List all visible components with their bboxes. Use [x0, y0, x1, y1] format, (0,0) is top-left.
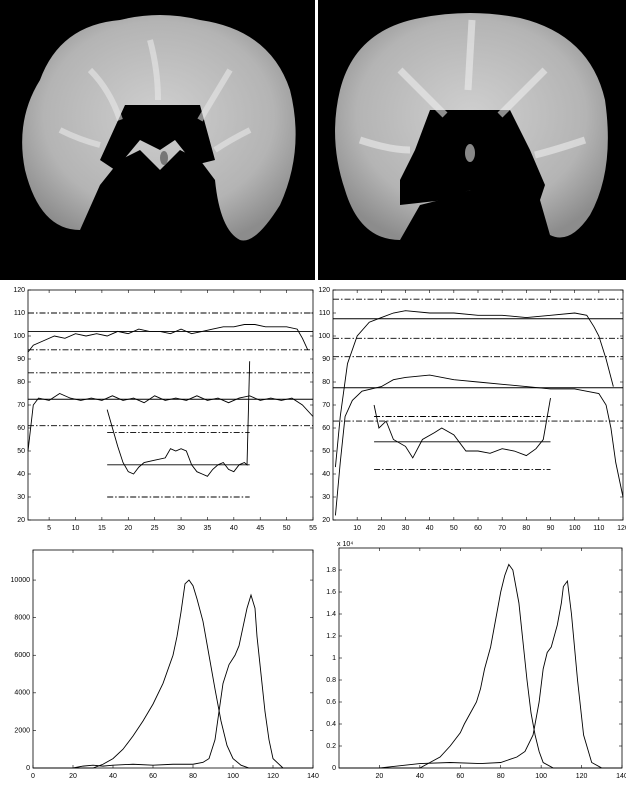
- x-tick-label: 90: [547, 525, 555, 532]
- y-tick-label: 80: [322, 379, 330, 386]
- y-tick-label: 30: [322, 494, 330, 501]
- x-tick-label: 15: [98, 525, 106, 532]
- y-tick-label: 40: [322, 471, 330, 478]
- x-tick-label: 40: [109, 773, 117, 780]
- plot-frame: [338, 547, 623, 769]
- x-tick-label: 20: [377, 525, 385, 532]
- plot-frame: [27, 289, 314, 521]
- series-line: [27, 324, 309, 353]
- x-tick-label: 60: [456, 773, 464, 780]
- series-line: [106, 361, 251, 477]
- y-tick-label: 0.8: [326, 677, 336, 684]
- y-tick-label: 0.6: [326, 699, 336, 706]
- series-line: [373, 398, 551, 459]
- y-multiplier: x 10⁴: [337, 541, 353, 548]
- y-tick-label: 120: [318, 287, 330, 294]
- series-line: [334, 374, 624, 516]
- y-tick-label: 100: [318, 333, 330, 340]
- series-line: [339, 563, 622, 769]
- y-tick-label: 90: [17, 356, 25, 363]
- x-tick-label: 5: [47, 525, 51, 532]
- x-tick-label: 40: [230, 525, 238, 532]
- x-tick-label: 0: [31, 773, 35, 780]
- x-tick-label: 80: [522, 525, 530, 532]
- x-tick-label: 120: [617, 525, 626, 532]
- y-tick-label: 10000: [11, 577, 31, 584]
- x-tick-label: 70: [498, 525, 506, 532]
- y-tick-label: 100: [13, 333, 25, 340]
- y-tick-label: 0: [26, 765, 30, 772]
- x-tick-label: 20: [376, 773, 384, 780]
- y-tick-label: 30: [17, 494, 25, 501]
- x-tick-label: 100: [535, 773, 547, 780]
- y-tick-label: 60: [17, 425, 25, 432]
- x-tick-label: 55: [309, 525, 317, 532]
- y-tick-label: 110: [14, 310, 25, 317]
- series-line: [339, 579, 622, 769]
- y-tick-label: 120: [13, 287, 25, 294]
- mri-right: [318, 0, 626, 280]
- x-tick-label: 50: [450, 525, 458, 532]
- plot-frame: [32, 549, 314, 769]
- x-tick-label: 100: [569, 525, 581, 532]
- y-tick-label: 20: [17, 517, 25, 524]
- x-tick-label: 60: [149, 773, 157, 780]
- y-tick-label: 1: [332, 655, 336, 662]
- series-line: [334, 310, 614, 468]
- y-tick-label: 1.4: [326, 611, 336, 618]
- x-tick-label: 25: [151, 525, 159, 532]
- x-tick-label: 20: [124, 525, 132, 532]
- y-tick-label: 0.2: [326, 743, 336, 750]
- y-tick-label: 8000: [14, 614, 30, 621]
- x-tick-label: 100: [227, 773, 239, 780]
- y-tick-label: 1.8: [326, 567, 336, 574]
- x-tick-label: 45: [256, 525, 264, 532]
- series-line: [33, 593, 313, 769]
- y-tick-label: 1.6: [326, 589, 336, 596]
- y-tick-label: 1.2: [326, 633, 336, 640]
- y-tick-label: 110: [319, 310, 330, 317]
- x-tick-label: 35: [204, 525, 212, 532]
- y-tick-label: 60: [322, 425, 330, 432]
- y-tick-label: 70: [322, 402, 330, 409]
- x-tick-label: 120: [576, 773, 588, 780]
- y-tick-label: 4000: [14, 690, 30, 697]
- series-line: [33, 579, 313, 769]
- y-tick-label: 2000: [14, 727, 30, 734]
- x-tick-label: 10: [353, 525, 361, 532]
- x-tick-label: 80: [497, 773, 505, 780]
- y-tick-label: 70: [17, 402, 25, 409]
- mri-left: [0, 0, 315, 280]
- x-tick-label: 140: [307, 773, 319, 780]
- x-tick-label: 50: [283, 525, 291, 532]
- y-tick-label: 90: [322, 356, 330, 363]
- x-tick-label: 10: [72, 525, 80, 532]
- x-tick-label: 30: [402, 525, 410, 532]
- x-tick-label: 120: [267, 773, 279, 780]
- y-tick-label: 20: [322, 517, 330, 524]
- x-tick-label: 30: [177, 525, 185, 532]
- x-tick-label: 20: [69, 773, 77, 780]
- y-tick-label: 0.4: [326, 721, 336, 728]
- x-tick-label: 40: [416, 773, 424, 780]
- x-tick-label: 60: [474, 525, 482, 532]
- y-tick-label: 50: [17, 448, 25, 455]
- y-tick-label: 6000: [14, 652, 30, 659]
- plot-frame: [332, 289, 624, 521]
- x-tick-label: 40: [426, 525, 434, 532]
- y-tick-label: 0: [332, 765, 336, 772]
- y-tick-label: 40: [17, 471, 25, 478]
- y-tick-label: 50: [322, 448, 330, 455]
- x-tick-label: 140: [616, 773, 626, 780]
- x-tick-label: 80: [189, 773, 197, 780]
- y-tick-label: 80: [17, 379, 25, 386]
- x-tick-label: 110: [593, 525, 604, 532]
